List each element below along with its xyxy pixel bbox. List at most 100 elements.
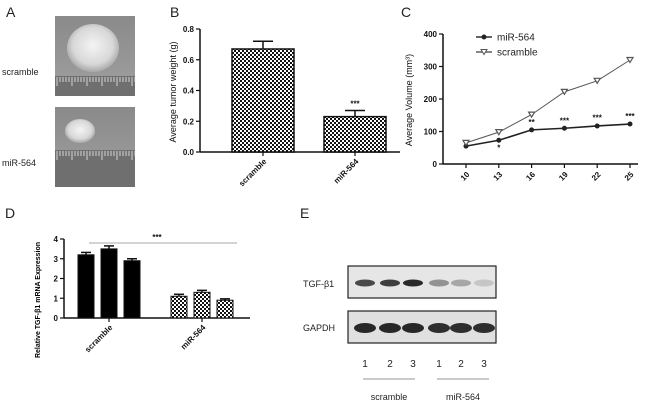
panel-b-chart: B Average tumor weight (g) 0.0 0.2 0.4 0.6 0… — [168, 4, 400, 188]
c-significance: *** — [625, 112, 635, 121]
b-y-tick-label: 0.8 — [183, 25, 195, 34]
c-x-tick-label: 25 — [623, 170, 636, 183]
c-point-miR-564 — [561, 125, 567, 131]
tumor-scramble — [67, 24, 119, 72]
c-y-tick-label: 100 — [424, 128, 438, 137]
c-x-tick-label: 16 — [524, 170, 537, 183]
blot-lane-number: 1 — [362, 359, 368, 370]
blot-row-label-gapdh: GAPDH — [303, 323, 335, 333]
blot-lane-number: 3 — [410, 359, 416, 370]
group-label-mir564: miR-564 — [446, 392, 480, 402]
c-significance: *** — [593, 114, 603, 123]
c-x-tick-label: 10 — [459, 170, 472, 183]
d-bar-scramble — [100, 248, 118, 319]
ruler-ticks-mir564 — [56, 151, 136, 160]
b-significance: *** — [350, 99, 360, 108]
blot-band-tgf — [380, 279, 400, 287]
blot-band-gapdh — [402, 323, 424, 333]
c-legend-label: scramble — [497, 48, 538, 59]
b-y-tick-label: 0.4 — [183, 87, 195, 96]
b-bar-scramble — [231, 48, 295, 153]
d-y-tick-label: 4 — [54, 235, 59, 244]
c-point-miR-564 — [594, 123, 600, 129]
ruler-ticks-scramble — [56, 77, 136, 86]
d-bar-scramble — [77, 254, 95, 319]
sample-label-mir564: miR-564 — [2, 158, 36, 168]
d-significance: *** — [152, 233, 162, 242]
c-point-scramble — [527, 111, 536, 119]
c-y-tick-label: 400 — [424, 30, 438, 39]
c-point-scramble — [560, 88, 569, 96]
c-y-tick-label: 0 — [433, 160, 438, 169]
d-y-tick-label: 2 — [54, 275, 59, 284]
c-legend-label: miR-564 — [497, 33, 535, 44]
c-y-tick-label: 200 — [424, 95, 438, 104]
d-bar-miR-564 — [216, 299, 234, 319]
blot-lane-number: 2 — [458, 359, 464, 370]
panel-label-e: E — [300, 205, 309, 221]
blot-lane-number: 3 — [481, 359, 487, 370]
blot-row-label-tgf: TGF-β1 — [303, 279, 334, 289]
d-bar-miR-564 — [193, 291, 211, 319]
b-y-axis-label: Average tumor weight (g) — [168, 42, 178, 143]
blot-band-tgf — [474, 279, 494, 287]
c-legend-marker — [481, 34, 487, 40]
panel-label-a: A — [6, 4, 16, 20]
d-y-axis-label: Relative TGF-β1 mRNA Expression — [35, 242, 42, 358]
panel-a: A scramble miR-564 — [2, 4, 136, 187]
blot-band-gapdh — [379, 323, 401, 333]
panel-e-western-blot: E TGF-β1 GAPDH scramble miR-564 1 2 3 1 2 3 — [300, 205, 497, 402]
d-x-tick-label: miR-564 — [179, 323, 208, 352]
b-bar-miR-564 — [323, 115, 387, 153]
d-bar-miR-564 — [170, 295, 188, 319]
c-legend-marker — [480, 49, 488, 56]
blot-band-gapdh — [428, 323, 450, 333]
c-x-tick-label: 19 — [557, 170, 570, 183]
c-line-miR-564 — [465, 123, 631, 147]
blot-lane-number: 2 — [387, 359, 393, 370]
blot-lane-number: 1 — [436, 359, 442, 370]
tumor-mir564 — [65, 119, 95, 143]
c-point-miR-564 — [627, 121, 633, 127]
c-significance: * — [497, 144, 501, 153]
d-bar-scramble — [123, 260, 141, 319]
blot-band-tgf — [403, 279, 423, 287]
b-y-tick-label: 0.0 — [183, 148, 195, 157]
b-x-tick-label: scramble — [237, 157, 269, 189]
c-point-scramble — [625, 56, 635, 64]
d-y-tick-label: 1 — [54, 294, 59, 303]
panel-label-d: D — [5, 205, 15, 221]
panel-c-chart: C Average Volume (mm³) 0 100 200 300 400 10 13… — [401, 4, 638, 183]
c-point-scramble — [461, 139, 471, 147]
blot-band-tgf — [429, 279, 449, 287]
c-point-scramble — [593, 77, 602, 85]
blot-band-tgf — [355, 279, 375, 287]
c-x-tick-label: 13 — [492, 170, 505, 183]
blot-band-gapdh — [450, 323, 472, 333]
c-point-miR-564 — [496, 137, 502, 143]
blot-band-gapdh — [354, 323, 376, 333]
c-point-scramble — [494, 129, 503, 136]
c-y-axis-label: Average Volume (mm³) — [404, 54, 414, 146]
panel-label-c: C — [401, 4, 411, 20]
c-line-scramble — [465, 59, 631, 144]
blot-band-gapdh — [473, 323, 495, 333]
panel-label-b: B — [170, 4, 179, 20]
d-y-tick-label: 0 — [54, 314, 59, 323]
group-label-scramble: scramble — [371, 392, 408, 402]
c-significance: *** — [560, 116, 570, 125]
sample-label-scramble: scramble — [2, 67, 39, 77]
b-y-tick-label: 0.2 — [183, 117, 195, 126]
b-y-tick-label: 0.6 — [183, 56, 195, 65]
c-y-tick-label: 300 — [424, 63, 438, 72]
d-x-tick-label: scramble — [83, 323, 115, 355]
c-point-miR-564 — [529, 127, 535, 133]
c-x-tick-label: 22 — [590, 170, 603, 183]
blot-band-tgf — [451, 279, 471, 287]
b-x-tick-label: miR-564 — [332, 157, 361, 186]
panel-d-chart: D Relative TGF-β1 mRNA Expression 0 1 2 3 4 s… — [5, 205, 250, 358]
c-significance: ** — [528, 118, 535, 127]
ruler-mir564 — [55, 150, 135, 187]
d-y-tick-label: 3 — [54, 255, 59, 264]
